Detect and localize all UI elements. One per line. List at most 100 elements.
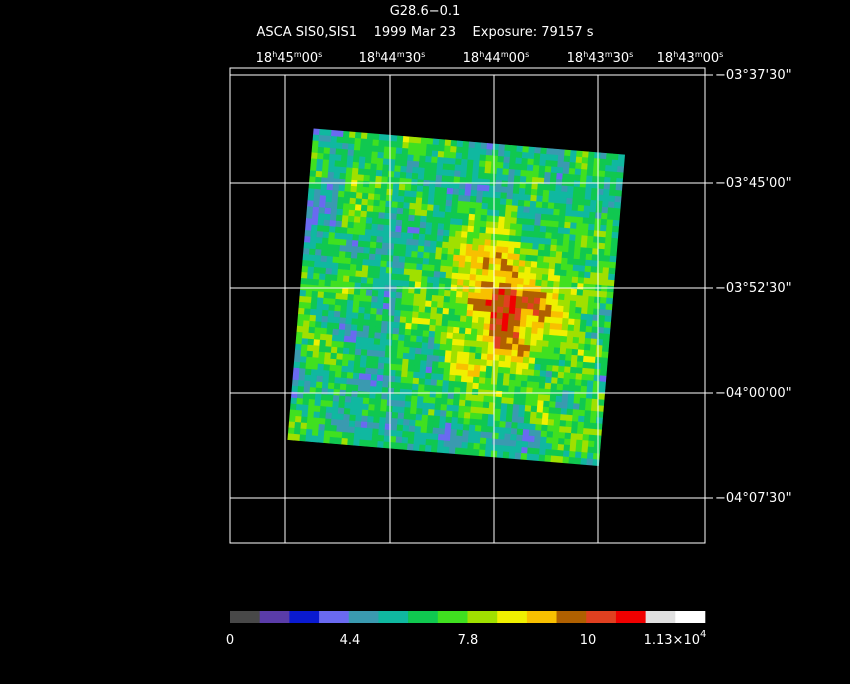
image-pixel (350, 396, 358, 404)
image-pixel (552, 431, 560, 439)
image-pixel (416, 185, 424, 193)
image-pixel (501, 397, 509, 405)
image-pixel (574, 457, 582, 465)
ra-label: 18h44m00s (463, 50, 530, 66)
image-pixel (400, 304, 408, 312)
image-pixel (485, 227, 493, 235)
image-pixel (399, 250, 407, 258)
image-pixel (416, 408, 424, 416)
image-pixel (371, 295, 379, 303)
image-pixel (578, 265, 586, 273)
image-pixel (450, 278, 459, 286)
image-pixel (557, 299, 565, 307)
image-pixel (543, 394, 551, 402)
image-pixel (498, 210, 506, 218)
image-pixel (339, 383, 347, 391)
image-pixel (545, 232, 553, 240)
image-pixel (469, 418, 477, 426)
ra-value: 43 (588, 51, 605, 66)
image-pixel (337, 190, 345, 198)
image-pixel (341, 365, 349, 373)
image-pixel (509, 373, 517, 381)
image-pixel (475, 340, 483, 348)
image-pixel (387, 170, 395, 178)
image-pixel (568, 318, 576, 326)
image-pixel (572, 270, 580, 278)
image-pixel (484, 305, 492, 313)
image-pixel (586, 241, 594, 249)
image-pixel (295, 331, 304, 339)
image-pixel (517, 422, 525, 430)
image-pixel (369, 175, 377, 183)
image-pixel (573, 391, 582, 399)
image-pixel (513, 392, 521, 400)
image-pixel (437, 295, 445, 303)
image-pixel (457, 411, 465, 419)
image-pixel (357, 174, 365, 182)
image-pixel (294, 421, 302, 429)
image-pixel (302, 254, 310, 262)
image-pixel (536, 333, 544, 341)
image-pixel (426, 427, 434, 435)
image-pixel (539, 231, 547, 239)
image-pixel (454, 236, 462, 244)
image-pixel (478, 449, 486, 457)
image-pixel (592, 170, 600, 178)
image-pixel (560, 269, 568, 277)
image-pixel (348, 209, 356, 217)
image-pixel (530, 333, 538, 341)
image-pixel (599, 158, 607, 166)
image-pixel (387, 176, 395, 184)
image-pixel (563, 233, 571, 241)
image-pixel (426, 360, 434, 368)
image-pixel (315, 381, 323, 389)
image-pixel (324, 135, 332, 143)
image-pixel (582, 289, 590, 297)
image-pixel (516, 290, 524, 298)
image-pixel (500, 264, 508, 272)
image-pixel (547, 425, 555, 433)
image-pixel (516, 145, 524, 153)
image-pixel (430, 234, 438, 242)
image-pixel (406, 310, 414, 318)
image-pixel (425, 155, 433, 163)
image-pixel (407, 437, 415, 445)
image-pixel (540, 358, 548, 366)
image-pixel (532, 381, 540, 389)
image-pixel (566, 336, 574, 344)
image-pixel (505, 415, 513, 423)
image-pixel (505, 204, 513, 212)
image-pixel (497, 300, 505, 308)
image-pixel (546, 358, 554, 366)
image-pixel (313, 200, 321, 208)
image-pixel (298, 374, 306, 382)
image-pixel (378, 206, 386, 214)
image-pixel (296, 398, 304, 406)
image-pixel (401, 153, 409, 161)
image-pixel (489, 323, 497, 331)
image-pixel (308, 248, 317, 256)
image-pixel (310, 302, 318, 310)
image-pixel (399, 316, 407, 324)
image-pixel (477, 395, 485, 403)
image-pixel (468, 207, 476, 215)
image-pixel (501, 318, 509, 326)
image-pixel (504, 355, 512, 363)
image-pixel (474, 142, 482, 150)
image-pixel (423, 173, 431, 181)
image-pixel (497, 228, 505, 236)
image-pixel (306, 416, 314, 425)
image-pixel (428, 186, 436, 194)
image-pixel (516, 428, 524, 436)
image-pixel (303, 380, 311, 388)
image-pixel (366, 138, 374, 147)
image-pixel (316, 375, 324, 383)
image-pixel (482, 329, 490, 337)
image-pixel (487, 341, 495, 349)
image-pixel (548, 196, 556, 204)
image-pixel (352, 306, 360, 314)
image-pixel (445, 344, 453, 352)
image-pixel (338, 178, 346, 186)
image-pixel (521, 368, 529, 376)
image-pixel (353, 438, 361, 446)
